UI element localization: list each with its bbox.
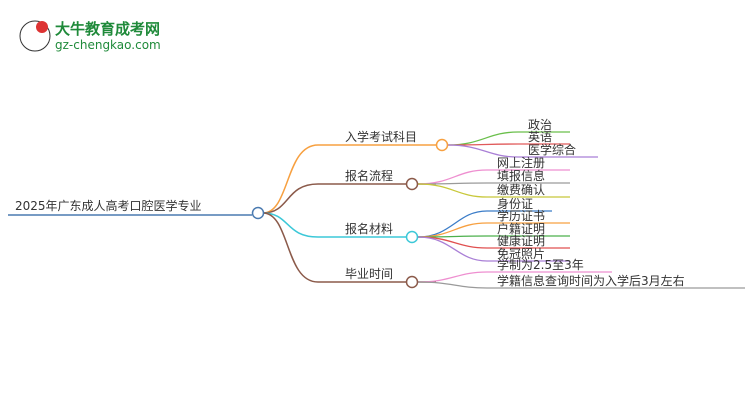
branch-node[interactable]: 入学考试科目 (345, 129, 417, 144)
child-label[interactable]: 户籍证明 (497, 221, 545, 236)
child-link (417, 236, 570, 249)
child-link (417, 235, 570, 238)
child-label[interactable]: 缴费确认 (497, 182, 545, 197)
logo-title: 大牛教育成考网 (55, 20, 160, 38)
child-link (417, 281, 745, 289)
child-label[interactable]: 政治 (528, 118, 552, 132)
logo-url: gz-chengkao.com (55, 38, 161, 52)
branch-label: 报名材料 (345, 221, 393, 236)
branch-collapse-toggle[interactable] (405, 230, 419, 244)
branch-node[interactable]: 报名流程 (345, 168, 393, 183)
child-link (417, 222, 570, 238)
child-link (417, 236, 570, 262)
branch-collapse-toggle[interactable] (405, 275, 419, 289)
branch-collapse-toggle[interactable] (435, 138, 449, 152)
child-label[interactable]: 填报信息 (497, 168, 545, 183)
child-link (417, 169, 570, 185)
branch-collapse-toggle[interactable] (405, 177, 419, 191)
branch-label: 毕业时间 (345, 267, 393, 281)
branch-node[interactable]: 报名材料 (345, 221, 393, 236)
child-label[interactable]: 网上注册 (497, 155, 545, 170)
child-label[interactable]: 健康证明 (497, 233, 545, 248)
child-link (417, 182, 570, 185)
child-label[interactable]: 学籍信息查询时间为入学后3月左右 (497, 273, 685, 288)
root-label: 2025年广东成人高考口腔医学专业 (15, 198, 202, 213)
branch-node[interactable]: 毕业时间 (345, 267, 393, 281)
branch-link (262, 183, 436, 214)
links (8, 131, 745, 289)
child-label[interactable]: 学制为2.5至3年 (497, 257, 584, 272)
child-link (447, 144, 598, 158)
child-label[interactable]: 学历证书 (497, 208, 545, 223)
branch-label: 报名流程 (345, 168, 393, 183)
child-label[interactable]: 免冠照片 (497, 246, 545, 261)
child-label[interactable]: 身份证 (497, 196, 533, 211)
root-node[interactable]: 2025年广东成人高考口腔医学专业 (15, 198, 202, 213)
child-label[interactable]: 英语 (528, 130, 552, 144)
root-collapse-toggle[interactable] (251, 206, 265, 220)
branch-link (262, 212, 436, 238)
child-link (417, 183, 570, 198)
branch-link (262, 212, 436, 283)
logo-seal-icon (36, 21, 48, 33)
branch-link (262, 144, 436, 214)
branch-label: 入学考试科目 (345, 129, 417, 144)
logo: 大牛教育成考网 gz-chengkao.com (19, 20, 161, 52)
child-label[interactable]: 医学综合 (528, 142, 576, 157)
